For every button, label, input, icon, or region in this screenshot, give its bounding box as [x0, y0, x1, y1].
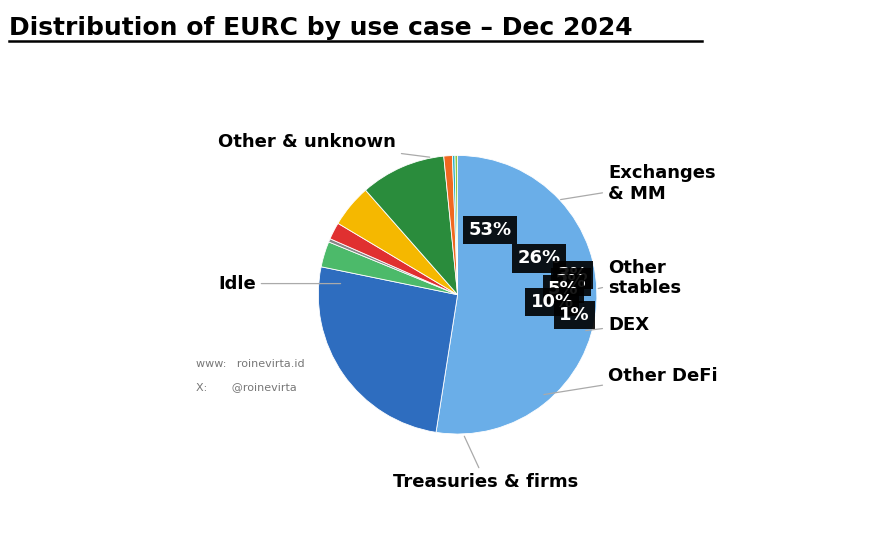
Wedge shape: [444, 156, 458, 295]
Text: www:   roinevirta.id: www: roinevirta.id: [196, 359, 304, 370]
Text: 5%: 5%: [548, 280, 579, 298]
Text: Other & unknown: Other & unknown: [218, 133, 430, 157]
Wedge shape: [453, 156, 458, 295]
Text: DEX: DEX: [586, 316, 649, 334]
Wedge shape: [318, 267, 458, 432]
Text: 26%: 26%: [517, 250, 560, 268]
Wedge shape: [321, 242, 458, 295]
Text: Other DeFi: Other DeFi: [544, 366, 717, 395]
Text: X:       @roinevirta: X: @roinevirta: [196, 382, 296, 391]
Text: 3%: 3%: [558, 266, 588, 284]
Text: Idle: Idle: [218, 275, 340, 293]
Wedge shape: [455, 156, 458, 295]
Text: 10%: 10%: [531, 293, 574, 311]
Wedge shape: [436, 156, 597, 434]
Wedge shape: [338, 190, 458, 295]
Text: Exchanges
& MM: Exchanges & MM: [560, 164, 716, 203]
Wedge shape: [366, 156, 458, 295]
Text: 53%: 53%: [468, 221, 511, 239]
Text: Other
stables: Other stables: [598, 259, 681, 298]
Text: 2%: 2%: [556, 272, 587, 290]
Text: Treasuries & firms: Treasuries & firms: [393, 436, 578, 491]
Wedge shape: [330, 223, 458, 295]
Text: 1%: 1%: [559, 306, 589, 324]
Wedge shape: [329, 239, 458, 295]
Text: Distribution of EURC by use case – Dec 2024: Distribution of EURC by use case – Dec 2…: [9, 16, 632, 40]
